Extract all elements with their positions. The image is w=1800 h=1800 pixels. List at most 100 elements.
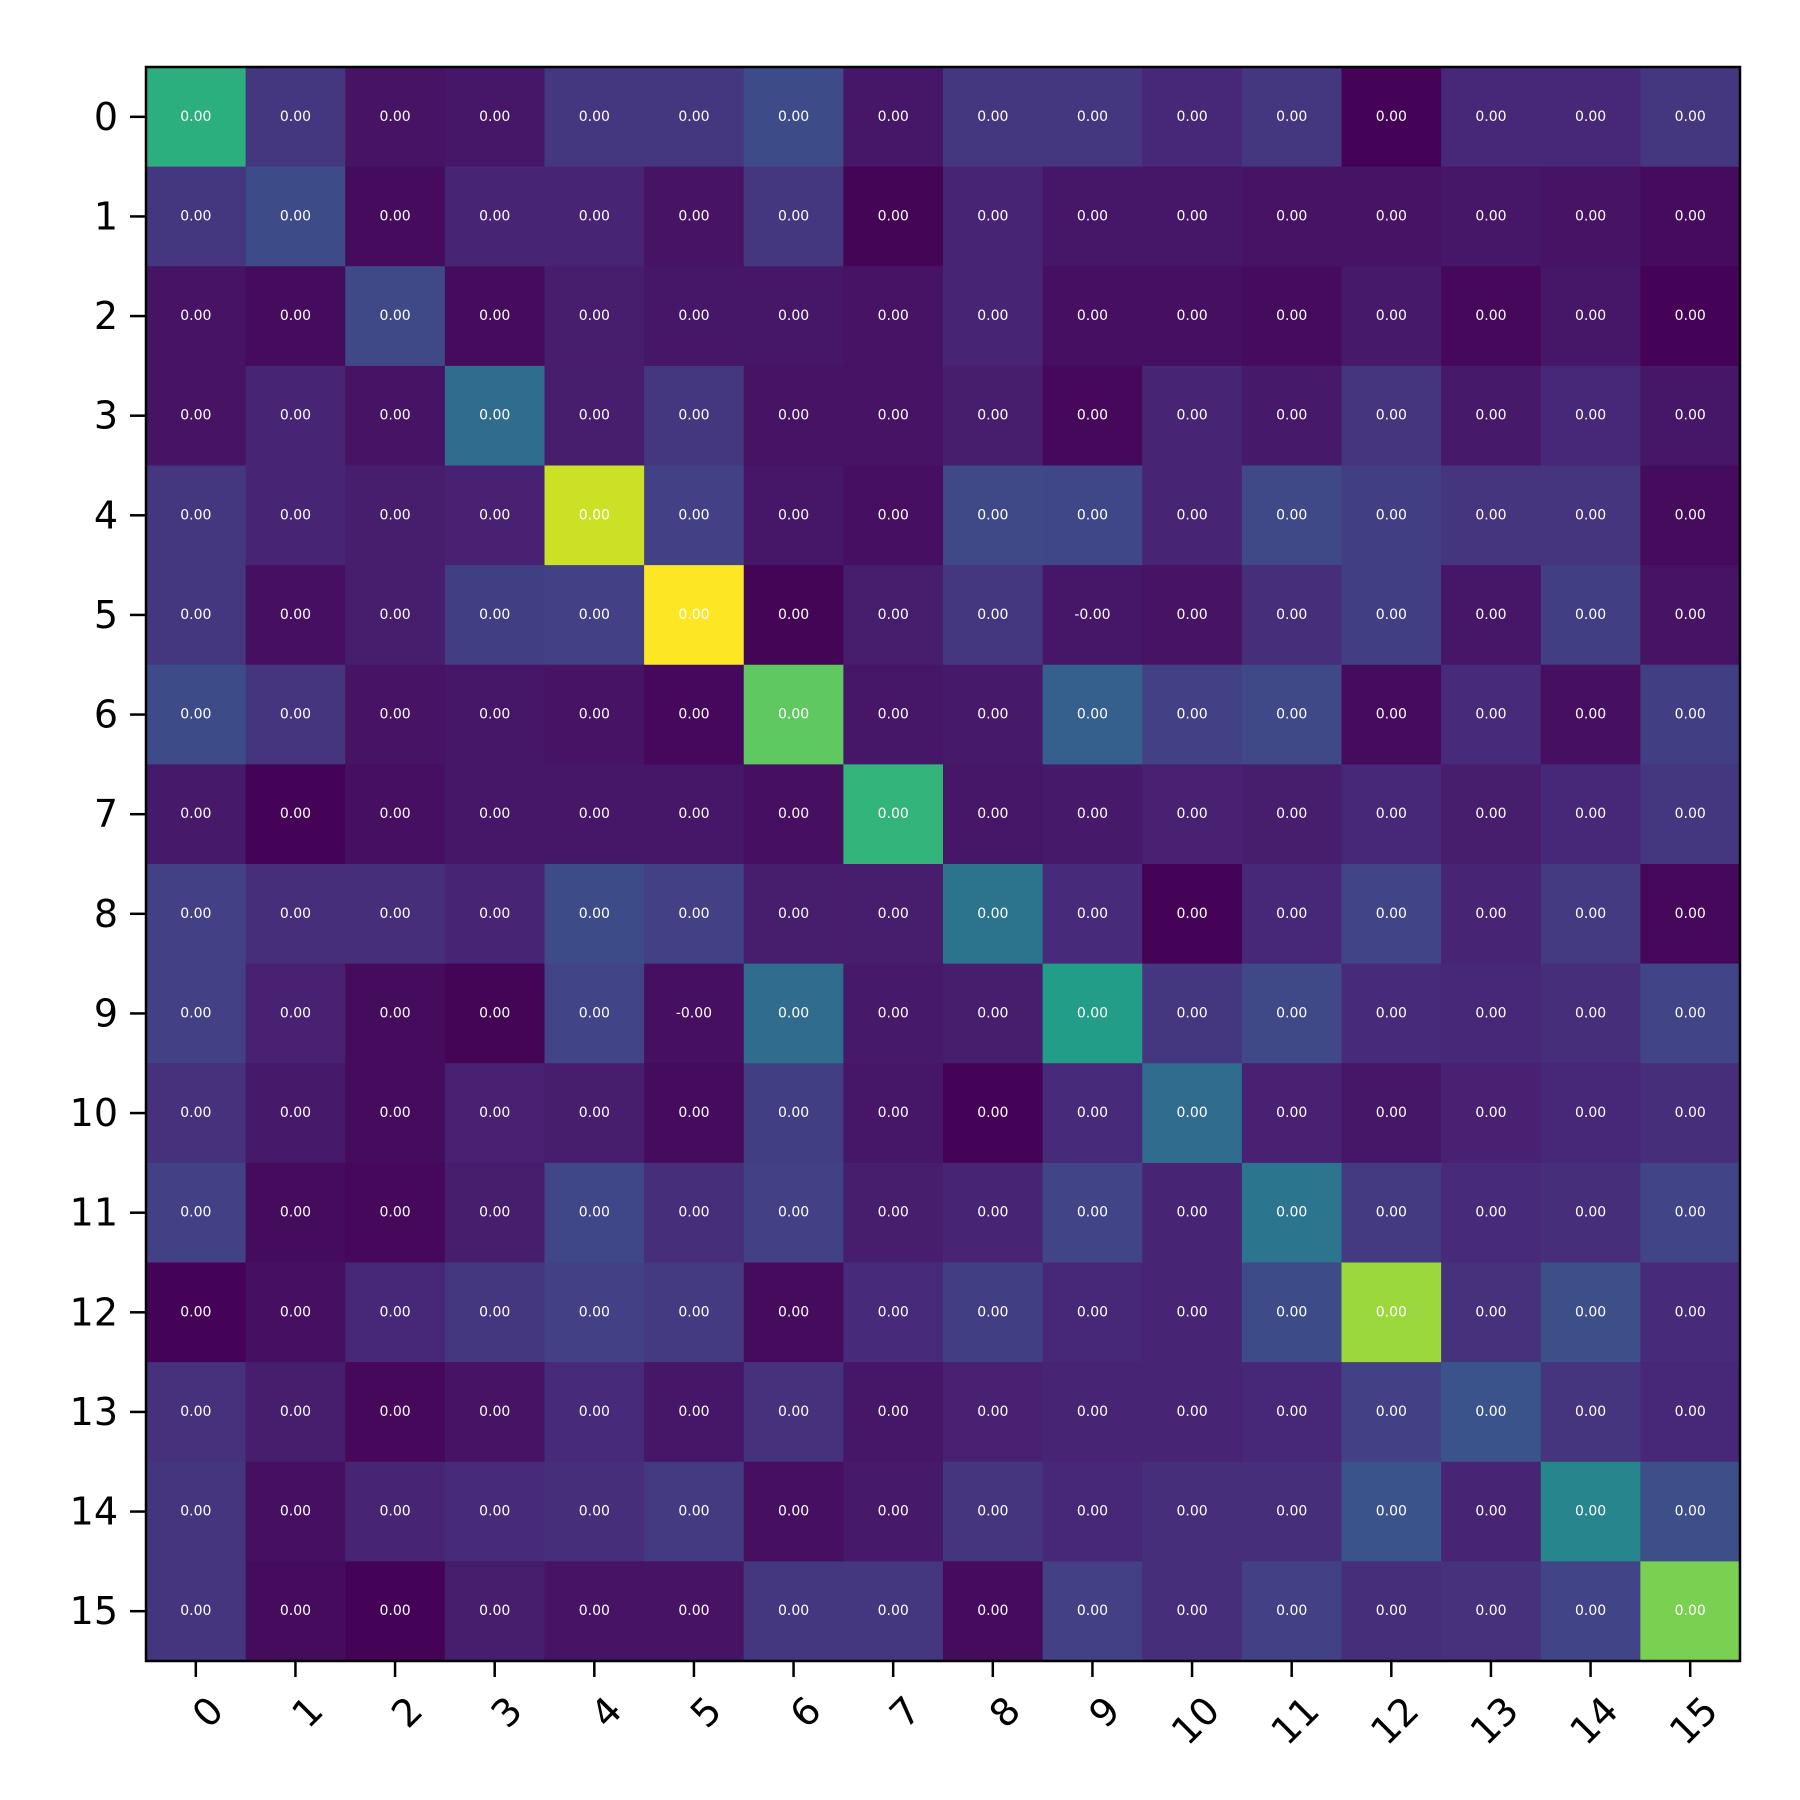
heatmap-cell bbox=[1540, 664, 1641, 765]
cell-value-label: 0.00 bbox=[379, 208, 410, 224]
cell-value-label: 0.00 bbox=[180, 1603, 211, 1619]
cell-value-label: 0.00 bbox=[379, 1005, 410, 1021]
heatmap-cell bbox=[1640, 1162, 1741, 1264]
y-tick-label: 13 bbox=[70, 1390, 118, 1434]
heatmap-cell bbox=[943, 1063, 1044, 1164]
heatmap-cell bbox=[943, 1362, 1044, 1463]
heatmap-cell bbox=[146, 1162, 247, 1264]
cell-value-label: 0.00 bbox=[379, 607, 410, 623]
heatmap-cell bbox=[146, 565, 247, 666]
cell-value-label: 0.00 bbox=[878, 1504, 909, 1520]
cell-value-label: 0.00 bbox=[878, 906, 909, 922]
cell-value-label: 0.00 bbox=[1675, 1105, 1706, 1121]
heatmap-cell bbox=[1241, 266, 1343, 367]
heatmap-cell bbox=[1640, 1362, 1741, 1463]
cell-value-label: 0.00 bbox=[280, 1005, 311, 1021]
heatmap-cell bbox=[1042, 764, 1143, 865]
heatmap-cell bbox=[1441, 1162, 1542, 1264]
cell-value-label: 0.00 bbox=[1575, 1005, 1606, 1021]
heatmap-cells bbox=[146, 67, 1741, 1662]
y-tick-label: 7 bbox=[94, 792, 118, 836]
cell-value-label: 0.00 bbox=[1475, 1504, 1506, 1520]
heatmap-cell bbox=[345, 1162, 446, 1264]
cell-value-label: 0.00 bbox=[977, 707, 1008, 723]
heatmap-cell bbox=[943, 1262, 1044, 1363]
heatmap-cell bbox=[245, 565, 346, 666]
heatmap-cell bbox=[1142, 1063, 1243, 1164]
cell-value-label: 0.00 bbox=[1675, 1504, 1706, 1520]
heatmap-cell bbox=[544, 963, 645, 1064]
cell-value-label: 0.00 bbox=[280, 1205, 311, 1221]
cell-value-label: 0.00 bbox=[579, 208, 610, 224]
heatmap-cell bbox=[1241, 1262, 1343, 1363]
heatmap-cell bbox=[843, 1262, 944, 1363]
cell-value-label: 0.00 bbox=[280, 806, 311, 822]
cell-value-label: 0.00 bbox=[379, 906, 410, 922]
cell-value-label: 0.00 bbox=[579, 1504, 610, 1520]
cell-value-label: 0.00 bbox=[379, 1504, 410, 1520]
cell-value-label: 0.00 bbox=[1575, 1504, 1606, 1520]
cell-value-label: 0.00 bbox=[1176, 707, 1207, 723]
heatmap-cell bbox=[1341, 166, 1442, 267]
heatmap-cell bbox=[245, 664, 346, 765]
cell-value-label: 0.00 bbox=[1376, 1603, 1407, 1619]
heatmap-cell bbox=[644, 1162, 745, 1264]
heatmap-cell bbox=[1341, 565, 1442, 666]
heatmap-cell bbox=[1540, 67, 1641, 168]
heatmap-cell bbox=[743, 1362, 844, 1463]
heatmap-cell bbox=[843, 465, 944, 566]
cell-value-label: 0.00 bbox=[1276, 1404, 1307, 1420]
heatmap-cell bbox=[1241, 565, 1343, 666]
cell-value-label: 0.00 bbox=[1675, 408, 1706, 424]
cell-value-label: 0.00 bbox=[778, 1404, 809, 1420]
cell-value-label: 0.00 bbox=[180, 806, 211, 822]
cell-value-label: 0.00 bbox=[977, 607, 1008, 623]
cell-value-label: 0.00 bbox=[479, 1603, 510, 1619]
cell-value-label: 0.00 bbox=[1276, 1205, 1307, 1221]
y-tick-label: 11 bbox=[70, 1191, 118, 1235]
heatmap-cell bbox=[1142, 166, 1243, 267]
cell-value-label: 0.00 bbox=[1575, 607, 1606, 623]
heatmap-cell bbox=[444, 764, 546, 865]
cell-value-label: 0.00 bbox=[379, 308, 410, 324]
heatmap-cell bbox=[345, 365, 446, 467]
heatmap-cell bbox=[1042, 67, 1143, 168]
heatmap-cell bbox=[1142, 963, 1243, 1064]
heatmap-cell bbox=[1241, 1561, 1343, 1662]
cell-value-label: 0.00 bbox=[678, 507, 709, 523]
heatmap-cell bbox=[146, 1063, 247, 1164]
y-tick-label: 3 bbox=[94, 394, 118, 438]
cell-value-label: 0.00 bbox=[1276, 1105, 1307, 1121]
cell-value-label: 0.00 bbox=[180, 1205, 211, 1221]
y-tick-label: 2 bbox=[94, 294, 118, 338]
heatmap-cell bbox=[1540, 864, 1641, 965]
cell-value-label: 0.00 bbox=[977, 308, 1008, 324]
heatmap-cell bbox=[245, 67, 346, 168]
heatmap-cell bbox=[843, 266, 944, 367]
cell-value-label: 0.00 bbox=[1575, 1304, 1606, 1320]
y-tick-label: 15 bbox=[70, 1589, 118, 1633]
cell-value-label: 0.00 bbox=[678, 1603, 709, 1619]
heatmap-cell bbox=[245, 764, 346, 865]
cell-value-label: 0.00 bbox=[1575, 507, 1606, 523]
heatmap-cell bbox=[943, 864, 1044, 965]
heatmap-cell bbox=[1341, 67, 1442, 168]
cell-value-label: 0.00 bbox=[1575, 1603, 1606, 1619]
cell-value-label: 0.00 bbox=[280, 1603, 311, 1619]
heatmap-cell bbox=[345, 166, 446, 267]
cell-value-label: 0.00 bbox=[678, 806, 709, 822]
heatmap-cell bbox=[1441, 365, 1542, 467]
heatmap-cell bbox=[146, 365, 247, 467]
heatmap-cell bbox=[1441, 1362, 1542, 1463]
heatmap-cell bbox=[146, 963, 247, 1064]
cell-value-label: 0.00 bbox=[1077, 408, 1108, 424]
cell-value-label: 0.00 bbox=[878, 1005, 909, 1021]
heatmap-cell bbox=[1241, 1063, 1343, 1164]
heatmap-cell bbox=[1341, 266, 1442, 367]
heatmap-cell bbox=[245, 963, 346, 1064]
heatmap-cell bbox=[644, 1362, 745, 1463]
heatmap-cell bbox=[1540, 963, 1641, 1064]
cell-value-label: 0.00 bbox=[1575, 707, 1606, 723]
heatmap-cell bbox=[1540, 764, 1641, 865]
y-tick-label: 8 bbox=[94, 892, 118, 936]
